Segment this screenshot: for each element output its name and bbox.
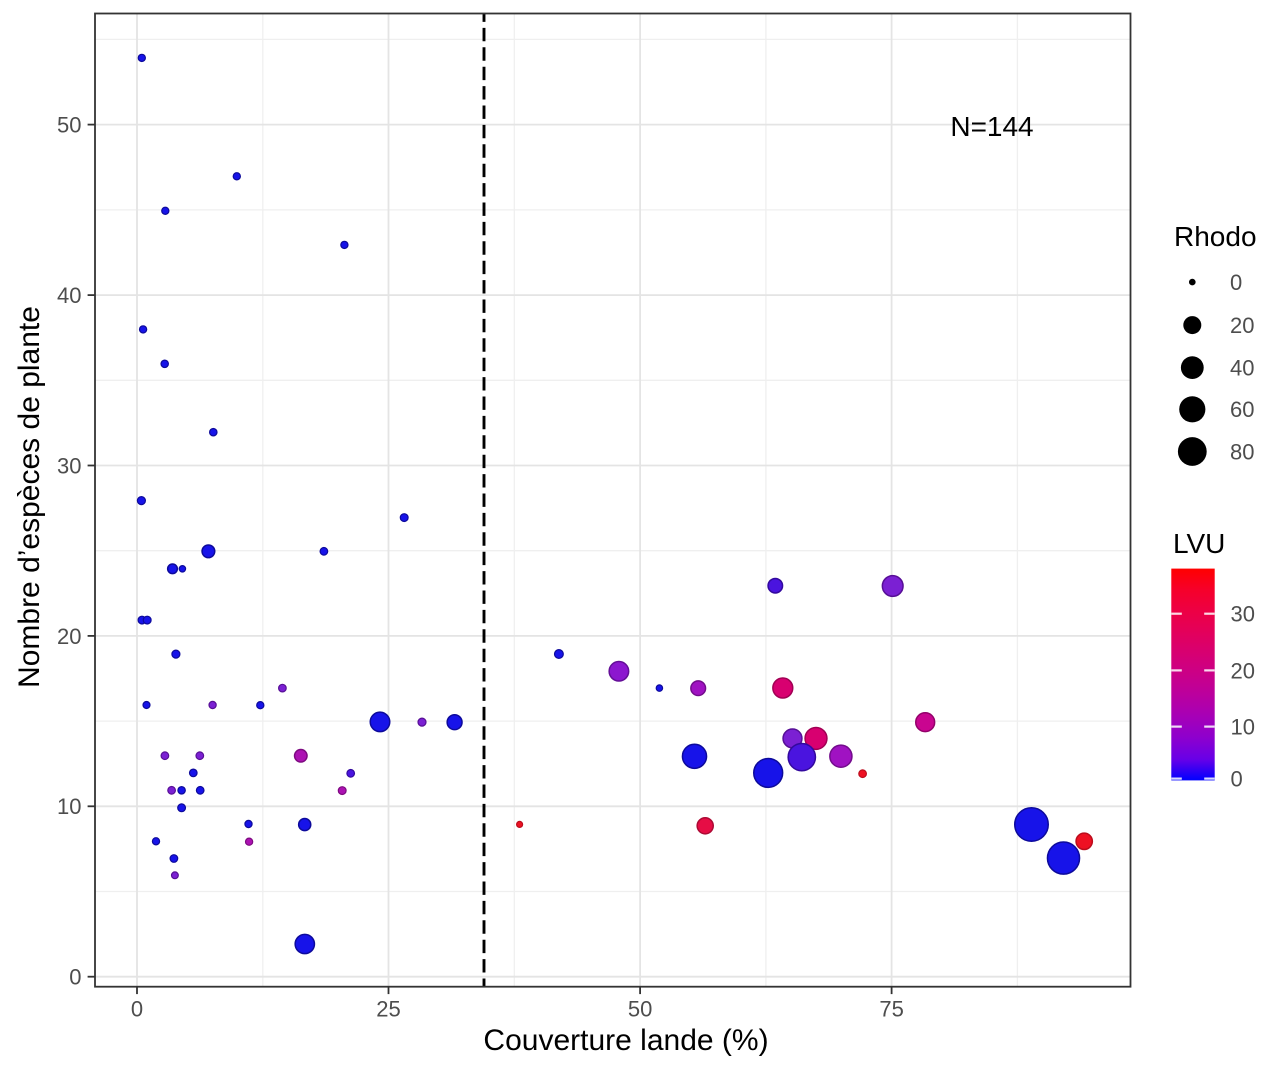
svg-text:20: 20 xyxy=(57,624,81,649)
svg-text:50: 50 xyxy=(628,997,652,1022)
svg-text:0: 0 xyxy=(1230,270,1242,295)
svg-text:Nombre d’espèces de plante: Nombre d’espèces de plante xyxy=(13,306,46,688)
svg-text:Couverture lande (%): Couverture lande (%) xyxy=(483,1024,768,1057)
svg-text:60: 60 xyxy=(1230,397,1254,422)
svg-text:10: 10 xyxy=(57,794,81,819)
svg-text:30: 30 xyxy=(1231,602,1255,627)
svg-text:0: 0 xyxy=(69,965,81,990)
svg-text:40: 40 xyxy=(1230,356,1254,381)
svg-text:10: 10 xyxy=(1231,715,1255,740)
svg-text:50: 50 xyxy=(57,113,81,138)
svg-text:80: 80 xyxy=(1230,439,1254,464)
svg-text:40: 40 xyxy=(57,283,81,308)
svg-text:0: 0 xyxy=(1231,767,1243,792)
svg-text:25: 25 xyxy=(376,997,400,1022)
svg-text:30: 30 xyxy=(57,453,81,478)
svg-text:Rhodo: Rhodo xyxy=(1174,221,1257,252)
svg-text:20: 20 xyxy=(1230,313,1254,338)
svg-text:75: 75 xyxy=(879,997,903,1022)
svg-text:LVU: LVU xyxy=(1173,528,1225,559)
svg-text:0: 0 xyxy=(131,997,143,1022)
svg-text:20: 20 xyxy=(1231,658,1255,683)
svg-text:N=144: N=144 xyxy=(950,111,1033,142)
